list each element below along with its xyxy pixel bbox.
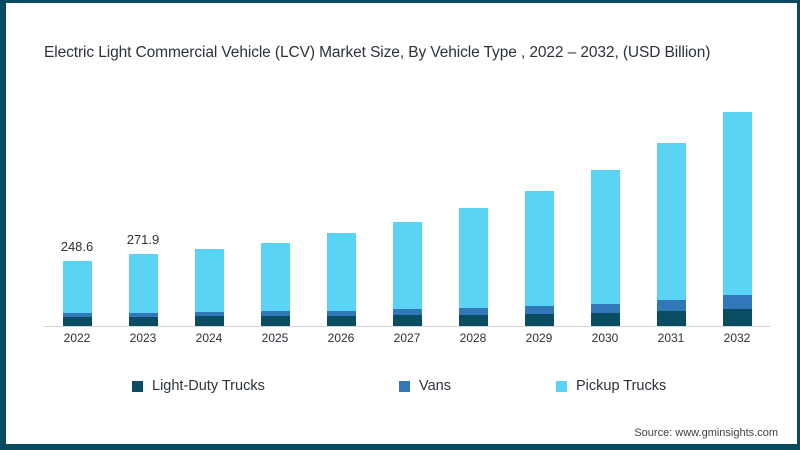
bar-segment-vans-2029[interactable] [524,305,554,314]
bar-segment-vans-2031[interactable] [656,299,686,311]
bar-column-2023[interactable]: 271.9 [127,232,159,326]
bar-segment-pickup-trucks-2031[interactable] [656,142,686,300]
x-axis-line [44,325,770,327]
bar-segment-pickup-trucks-2023[interactable] [128,253,158,313]
bar-segment-pickup-trucks-2028[interactable] [458,207,488,308]
bar-segment-pickup-trucks-2032[interactable] [722,111,752,295]
x-axis-tick-labels: 2022 2023 2024 2025 2026 2027 2028 2029 2030 2031… [44,331,770,351]
bar-segment-vans-2025[interactable] [260,310,290,316]
bar-segment-vans-2022[interactable] [62,312,92,317]
bar-segment-light-duty-trucks-2030[interactable] [590,312,620,326]
x-axis-tick-2031: 2031 [657,331,685,345]
bar-segment-vans-2032[interactable] [722,294,752,309]
x-axis-tick-2028: 2028 [459,331,487,345]
bar-column-2024[interactable] [194,248,224,326]
legend-item-light-duty-trucks[interactable]: Light-Duty Trucks [132,378,265,394]
bar-segment-pickup-trucks-2027[interactable] [392,221,422,309]
bar-value-label-2023: 271.9 [126,231,160,247]
bar-segment-pickup-trucks-2022[interactable] [62,260,92,313]
legend-swatch-icon [399,380,410,392]
legend-item-pickup-trucks[interactable]: Pickup Trucks [556,378,666,394]
x-axis-tick-2024: 2024 [195,331,223,345]
bar-segment-vans-2024[interactable] [194,311,224,316]
x-axis-tick-2029: 2029 [525,331,553,345]
legend-item-vans[interactable]: Vans [399,378,451,394]
x-axis-tick-2023: 2023 [129,331,157,345]
bar-column-2022[interactable]: 248.6 [61,239,93,326]
legend-label: Light-Duty Trucks [152,378,265,394]
legend-swatch-icon [132,380,143,392]
x-axis-tick-2025: 2025 [261,331,289,345]
bar-column-2029[interactable] [524,190,554,326]
legend-swatch-icon [556,380,567,392]
bar-column-2028[interactable] [458,207,488,326]
bar-column-2025[interactable] [260,242,290,326]
bar-column-2031[interactable] [656,142,686,326]
bar-segment-light-duty-trucks-2026[interactable] [326,315,356,326]
plot-area: 248.6 271.9 [44,95,770,327]
source-attribution: Source: www.gminsights.com [634,427,778,439]
bar-segment-light-duty-trucks-2031[interactable] [656,310,686,326]
chart-legend: Light-Duty Trucks Vans Pickup Trucks [44,378,744,402]
bar-segment-light-duty-trucks-2027[interactable] [392,314,422,326]
bar-column-2030[interactable] [590,169,620,326]
bar-segment-vans-2023[interactable] [128,312,158,317]
bar-segment-pickup-trucks-2025[interactable] [260,242,290,311]
x-axis-tick-2030: 2030 [591,331,619,345]
bar-segment-light-duty-trucks-2024[interactable] [194,315,224,326]
bar-segment-vans-2027[interactable] [392,308,422,315]
frame-border-left [0,0,6,450]
bar-segment-vans-2030[interactable] [590,303,620,313]
x-axis-tick-2027: 2027 [393,331,421,345]
bar-segment-light-duty-trucks-2025[interactable] [260,315,290,326]
bar-segment-light-duty-trucks-2029[interactable] [524,313,554,326]
bar-segment-pickup-trucks-2029[interactable] [524,190,554,306]
frame-border-bottom [0,444,800,450]
bar-segment-vans-2028[interactable] [458,307,488,315]
bar-column-2026[interactable] [326,232,356,326]
frame-border-right [797,0,800,450]
x-axis-tick-2032: 2032 [723,331,751,345]
bar-column-2027[interactable] [392,221,422,326]
legend-label: Vans [419,378,451,394]
x-axis-tick-2022: 2022 [63,331,91,345]
bar-segment-light-duty-trucks-2023[interactable] [128,316,158,326]
bar-column-2032[interactable] [722,111,752,326]
bar-segment-vans-2026[interactable] [326,310,356,316]
chart-title: Electric Light Commercial Vehicle (LCV) … [44,44,711,61]
bar-segment-pickup-trucks-2024[interactable] [194,248,224,312]
bar-segment-light-duty-trucks-2028[interactable] [458,314,488,326]
legend-label: Pickup Trucks [576,378,667,394]
bar-value-label-2022: 248.6 [60,238,94,254]
x-axis-tick-2026: 2026 [327,331,355,345]
frame-border-top [0,0,800,3]
bar-segment-light-duty-trucks-2022[interactable] [62,316,92,326]
bar-segment-pickup-trucks-2030[interactable] [590,169,620,304]
bar-segment-pickup-trucks-2026[interactable] [326,232,356,311]
bar-segment-light-duty-trucks-2032[interactable] [722,308,752,326]
